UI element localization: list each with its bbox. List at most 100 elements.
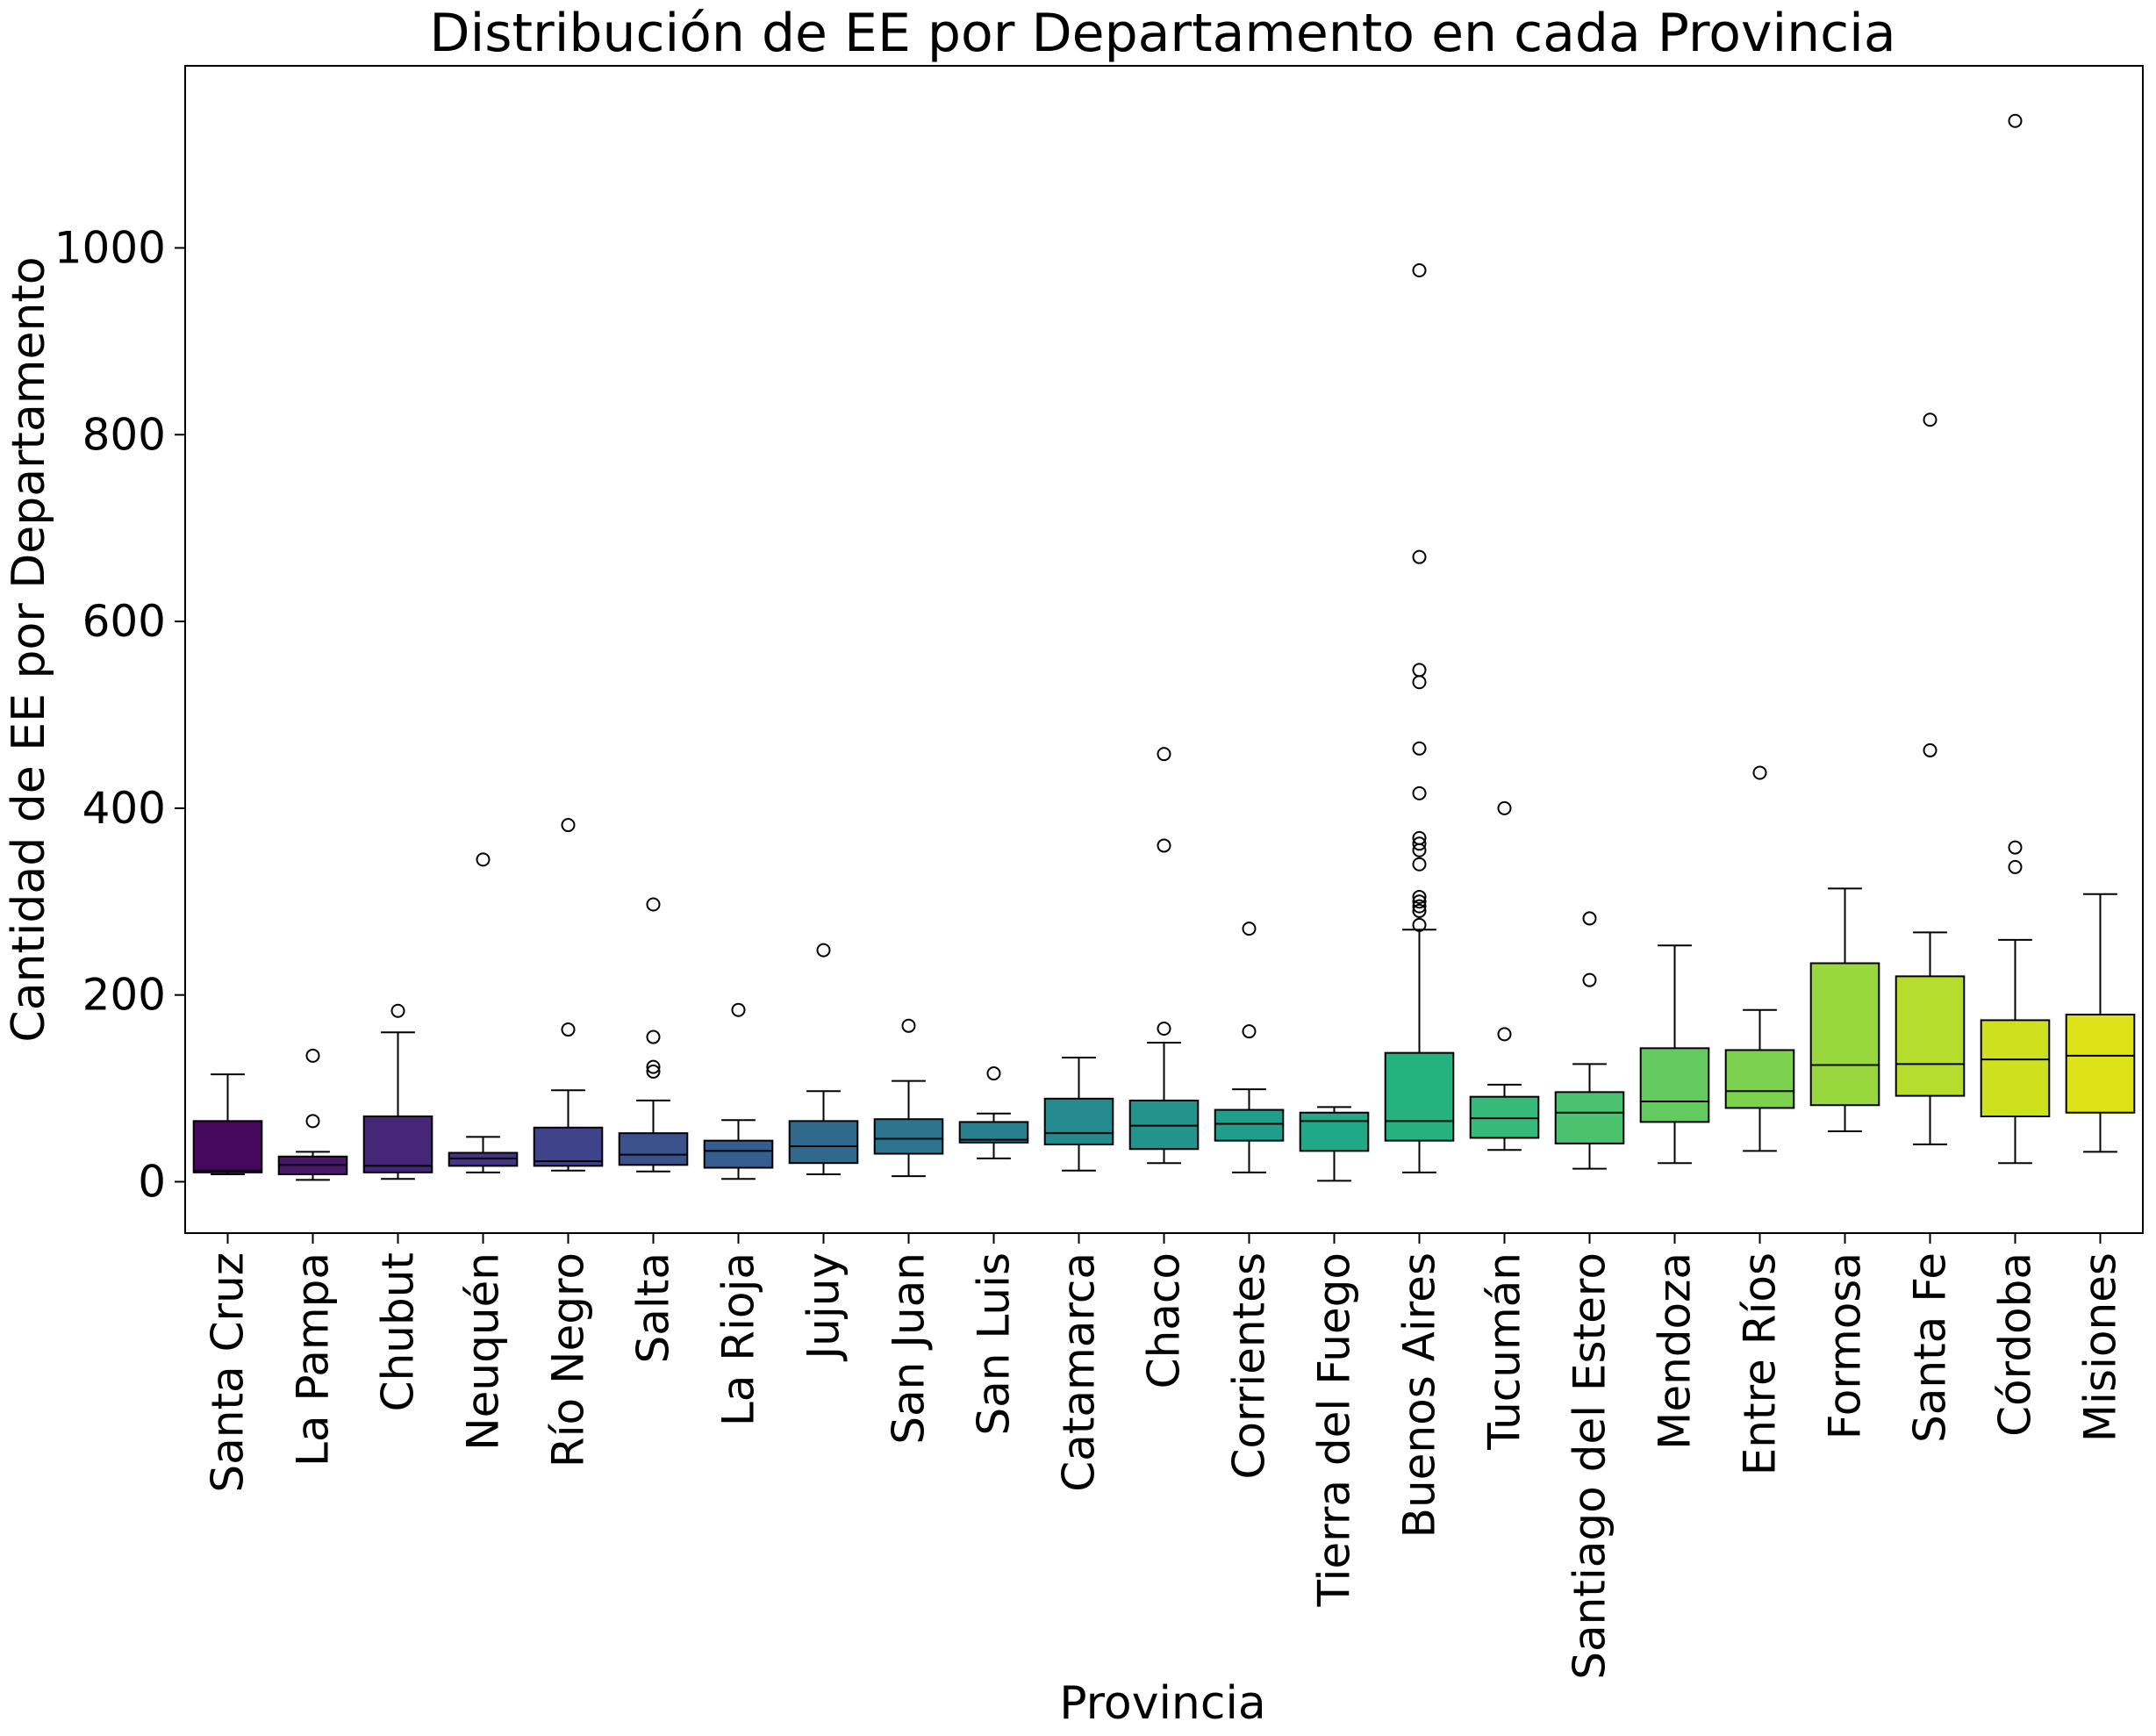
- outlier-point: [646, 1029, 661, 1044]
- x-tick-label: Misiones: [2075, 1252, 2126, 1442]
- box-chubut: [362, 1003, 433, 1180]
- y-tick-label: 600: [82, 596, 166, 647]
- outlier-point: [1412, 836, 1427, 851]
- outlier-point: [2008, 859, 2023, 874]
- box-la-rioja: [703, 1002, 774, 1180]
- y-axis-label: Cantidad de EE por Departamento: [3, 256, 55, 1042]
- box-salta: [618, 897, 689, 1173]
- box-iqr: [1214, 1108, 1285, 1142]
- box-iqr: [1895, 975, 1966, 1097]
- y-axis: 0 200 400 600 800 1000: [54, 222, 185, 1207]
- box-iqr: [362, 1115, 433, 1173]
- x-tick-label: La Pampa: [288, 1252, 339, 1467]
- outlier-point: [305, 1048, 320, 1063]
- outlier-point: [1923, 742, 1938, 757]
- x-tick-label: Corrientes: [1224, 1252, 1275, 1480]
- x-tick-label: Santa Cruz: [203, 1252, 254, 1493]
- box-entre-ríos: [1724, 765, 1795, 1152]
- box-iqr: [1043, 1097, 1114, 1145]
- box-iqr: [1724, 1049, 1795, 1109]
- outlier-point: [1923, 412, 1938, 427]
- outlier-point: [1497, 800, 1512, 815]
- x-tick-label: Mendoza: [1650, 1252, 1701, 1450]
- outlier-point: [561, 818, 576, 833]
- outlier-point: [731, 1002, 746, 1017]
- box-santa-cruz: [192, 1073, 263, 1175]
- box-iqr: [788, 1120, 859, 1165]
- outlier-point: [1157, 747, 1171, 762]
- box-corrientes: [1214, 922, 1285, 1173]
- y-tick-label: 800: [82, 409, 166, 460]
- x-tick-label: Neuquén: [458, 1252, 509, 1451]
- outlier-point: [1412, 894, 1427, 909]
- box-iqr: [192, 1120, 263, 1173]
- x-tick-label: Santiago del Estero: [1565, 1252, 1615, 1680]
- box-jujuy: [788, 943, 859, 1175]
- chart-title: Distribución de EE por Departamento en c…: [429, 3, 1895, 64]
- box-iqr: [533, 1126, 604, 1167]
- box-formosa: [1809, 887, 1880, 1133]
- x-axis-label: Provincia: [1059, 1677, 1266, 1730]
- outlier-point: [646, 1059, 661, 1074]
- box-chaco: [1128, 747, 1200, 1165]
- outlier-point: [1412, 857, 1427, 872]
- outlier-point: [1412, 889, 1427, 904]
- box-buenos-aires: [1384, 263, 1455, 1173]
- x-tick-label: Santa Fe: [1905, 1252, 1956, 1443]
- box-tucumán: [1469, 800, 1540, 1151]
- outlier-point: [986, 1066, 1001, 1081]
- outlier-point: [476, 852, 491, 867]
- x-tick-label: Chubut: [373, 1252, 424, 1411]
- x-tick-label: Jujuy: [799, 1252, 849, 1362]
- box-iqr: [618, 1132, 689, 1166]
- box-iqr: [958, 1121, 1029, 1144]
- box-iqr: [1809, 962, 1880, 1107]
- x-axis: Santa Cruz La Pampa Chubut Neuquén Río Negro…: [203, 1233, 2126, 1680]
- outlier-point: [816, 943, 831, 958]
- outlier-point: [561, 1022, 576, 1037]
- box-santa-fe: [1895, 412, 1966, 1145]
- outlier-point: [901, 1018, 916, 1033]
- outlier-point: [1412, 741, 1427, 756]
- outlier-point: [646, 897, 661, 912]
- outlier-point: [646, 1064, 661, 1079]
- box-san-juan: [873, 1018, 944, 1178]
- x-tick-label: San Luis: [969, 1252, 1020, 1436]
- outlier-point: [1582, 972, 1597, 987]
- y-tick-label: 0: [138, 1156, 166, 1207]
- outlier-point: [1412, 830, 1427, 845]
- x-tick-label: La Rioja: [713, 1252, 764, 1426]
- outlier-point: [390, 1003, 405, 1018]
- outlier-point: [1242, 1024, 1257, 1039]
- outlier-point: [1157, 1021, 1171, 1036]
- y-tick-label: 1000: [54, 222, 166, 273]
- x-tick-label: Buenos Aires: [1394, 1252, 1445, 1538]
- outlier-point: [1412, 903, 1427, 918]
- outlier-point: [1412, 263, 1427, 278]
- box-san-luis: [958, 1066, 1029, 1159]
- box-iqr: [1128, 1099, 1200, 1151]
- x-tick-label: Entre Ríos: [1735, 1252, 1786, 1475]
- outlier-point: [1752, 765, 1767, 780]
- outlier-point: [2008, 113, 2023, 128]
- box-iqr: [448, 1151, 519, 1167]
- box-iqr: [1980, 1019, 2051, 1117]
- outlier-point: [1582, 911, 1597, 926]
- x-tick-label: Formosa: [1820, 1252, 1871, 1439]
- y-tick-label: 200: [82, 970, 166, 1021]
- outlier-point: [1412, 549, 1427, 564]
- box-córdoba: [1980, 113, 2051, 1165]
- box-santiago-del-estero: [1554, 911, 1625, 1170]
- outlier-point: [1157, 838, 1171, 853]
- x-tick-label: Río Negro: [543, 1252, 594, 1467]
- box-iqr: [703, 1139, 774, 1169]
- box-iqr: [873, 1118, 944, 1155]
- x-tick-label: Chaco: [1139, 1252, 1190, 1388]
- outlier-point: [1412, 899, 1427, 914]
- box-tierra-del-fuego: [1299, 1106, 1370, 1182]
- box-la-pampa: [277, 1048, 348, 1181]
- x-tick-label: Tierra del Fuego: [1309, 1252, 1360, 1608]
- y-tick-label: 400: [82, 783, 166, 834]
- outlier-point: [1412, 663, 1427, 678]
